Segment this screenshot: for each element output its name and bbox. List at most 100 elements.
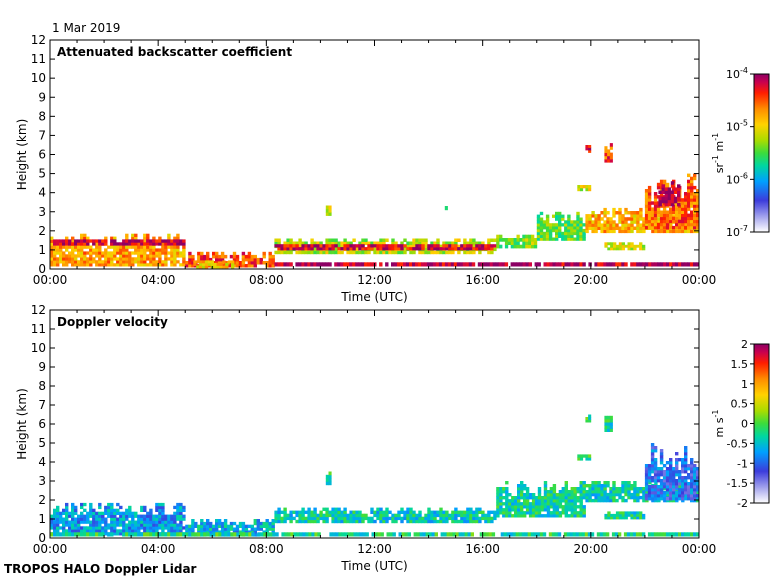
data-cell <box>161 248 165 252</box>
data-cell <box>328 513 332 518</box>
data-cell <box>238 264 243 268</box>
data-cell <box>573 508 577 512</box>
data-cell <box>478 250 482 255</box>
data-cell <box>624 487 628 491</box>
data-cell <box>609 226 613 230</box>
data-cell <box>496 499 500 503</box>
data-cell <box>613 244 617 248</box>
data-cell <box>152 523 156 527</box>
colorbar-tick-label: 0 <box>741 418 748 431</box>
data-cell <box>295 244 299 248</box>
data-cell <box>573 505 577 509</box>
data-cell <box>158 514 162 518</box>
data-cell <box>415 519 419 524</box>
data-cell <box>627 490 631 494</box>
data-cell <box>334 513 338 518</box>
data-cell <box>528 496 533 500</box>
doppler-colorbar <box>753 343 770 504</box>
data-cell <box>594 214 598 218</box>
data-cell <box>693 176 697 181</box>
data-cell <box>385 519 389 524</box>
data-cell <box>575 532 580 537</box>
data-cell <box>528 502 533 506</box>
colorbar-tick-label: -2 <box>737 497 748 510</box>
data-cell <box>287 532 291 537</box>
data-cell <box>498 262 503 267</box>
data-cell <box>609 498 613 503</box>
data-cell <box>469 241 473 245</box>
data-cell <box>134 257 138 261</box>
data-cell <box>355 244 359 248</box>
data-cell <box>113 263 117 267</box>
data-cell <box>400 519 404 524</box>
data-cell <box>534 505 539 509</box>
data-cell <box>627 247 631 251</box>
data-cell <box>167 520 171 524</box>
data-cell <box>176 251 180 255</box>
data-cell <box>567 237 571 241</box>
data-cell <box>650 458 655 462</box>
data-cell <box>313 519 317 524</box>
data-cell <box>235 524 240 528</box>
data-cell <box>382 238 386 242</box>
data-cell <box>113 242 117 246</box>
data-cell <box>576 487 580 491</box>
data-cell <box>281 532 285 537</box>
data-cell <box>543 508 548 512</box>
data-cell <box>199 263 203 266</box>
data-cell <box>690 192 694 196</box>
data-cell <box>131 263 135 267</box>
data-cell <box>484 244 488 248</box>
data-cell <box>472 250 476 255</box>
data-cell <box>374 532 378 537</box>
data-cell <box>364 516 368 521</box>
data-cell <box>409 519 413 524</box>
data-cell <box>173 526 177 530</box>
data-cell <box>131 233 135 237</box>
data-cell <box>406 241 410 245</box>
data-cell <box>561 508 565 512</box>
data-cell <box>158 239 162 243</box>
data-cell <box>644 198 649 202</box>
data-cell <box>352 516 356 521</box>
data-cell <box>319 244 323 248</box>
data-cell <box>684 223 688 227</box>
data-cell <box>678 222 682 227</box>
data-cell <box>197 251 201 256</box>
x-tick-label: 16:00 <box>465 542 500 556</box>
data-cell <box>451 250 455 255</box>
data-cell <box>684 467 688 471</box>
data-cell <box>125 245 129 249</box>
data-cell <box>579 499 583 503</box>
backscatter-image <box>50 143 700 269</box>
data-cell <box>672 491 676 495</box>
data-cell <box>415 513 419 518</box>
data-cell <box>630 484 634 488</box>
data-cell <box>77 517 81 521</box>
data-cell <box>606 481 610 485</box>
data-cell <box>334 516 338 521</box>
data-cell <box>125 257 129 261</box>
data-cell <box>62 245 66 249</box>
data-cell <box>644 216 649 221</box>
data-cell <box>158 251 162 255</box>
data-cell <box>588 147 592 151</box>
data-cell <box>681 198 685 202</box>
data-cell <box>244 254 249 259</box>
data-cell <box>182 248 186 252</box>
data-cell <box>470 532 474 537</box>
data-cell <box>161 514 165 518</box>
data-cell <box>607 247 611 251</box>
data-cell <box>125 526 129 530</box>
data-cell <box>331 244 335 248</box>
data-cell <box>639 247 643 251</box>
data-cell <box>271 521 275 526</box>
data-cell <box>627 487 631 491</box>
data-cell <box>665 476 670 480</box>
data-cell <box>191 521 195 526</box>
data-cell <box>173 239 177 243</box>
data-cell <box>152 263 156 267</box>
data-cell <box>280 262 284 267</box>
data-cell <box>588 223 592 227</box>
data-cell <box>536 217 541 221</box>
